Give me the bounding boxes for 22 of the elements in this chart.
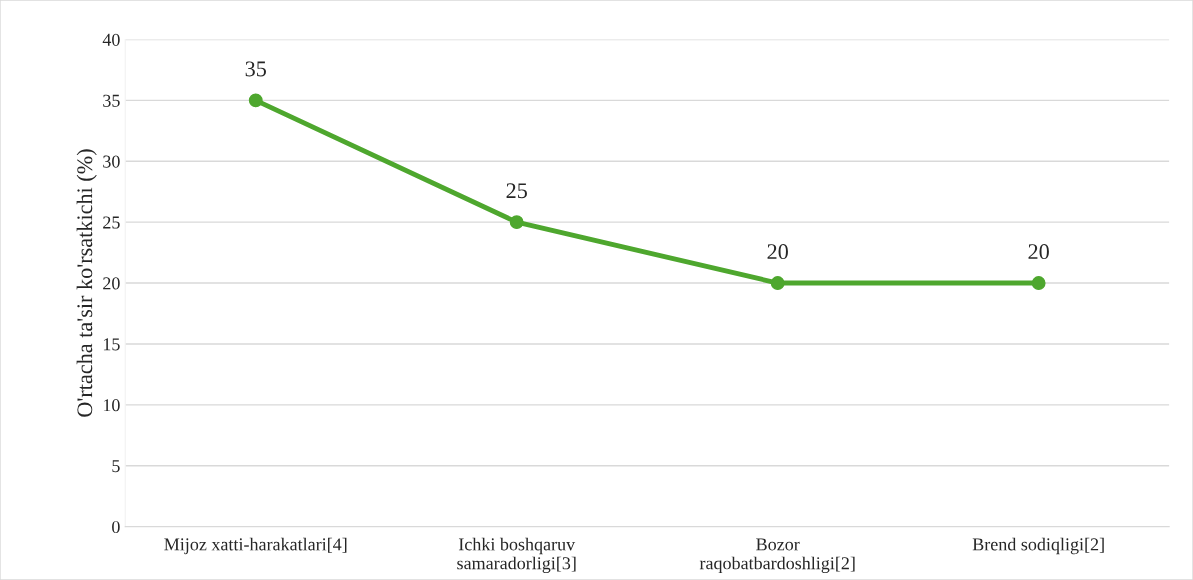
data-label: 25: [506, 183, 527, 199]
x-tick-label: Bozor raqobatbardoshligi[2]: [699, 538, 855, 574]
y-tick-label: 15: [103, 338, 120, 351]
data-label: 35: [245, 61, 266, 77]
y-tick-label: 35: [103, 94, 120, 107]
y-tick-label: 25: [103, 216, 120, 229]
point: [770, 276, 785, 290]
y-tick-label: 0: [112, 520, 120, 534]
data-label: 20: [767, 244, 788, 260]
y-tick-label: 40: [102, 33, 120, 46]
x-tick-label: Brend sodiqligi[2]: [972, 537, 1104, 555]
y-axis-title: O'rtacha ta'sir ko'rsatkichi (%): [76, 149, 97, 417]
point: [248, 93, 263, 108]
data-label: 20: [1028, 244, 1049, 260]
y-tick-label: 20: [103, 277, 120, 290]
y-tick-label: 5: [112, 460, 120, 473]
y-tick-label: 30: [103, 155, 120, 168]
point: [1031, 276, 1046, 290]
x-tick-label: Mijoz xatti-harakatlari[4]: [164, 537, 347, 555]
point: [509, 215, 524, 230]
y-tick-label: 10: [103, 399, 120, 412]
x-tick-label: Ichki boshqaruv samaradorligi[3]: [457, 537, 576, 574]
